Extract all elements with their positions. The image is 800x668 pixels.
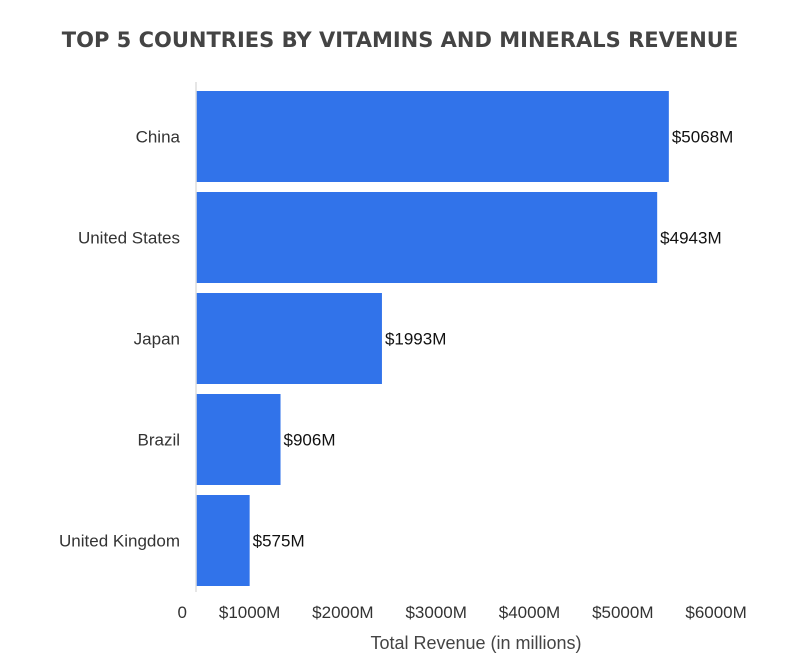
category-label: China	[136, 128, 181, 147]
bar-china	[196, 91, 669, 182]
x-tick-label: $2000M	[312, 603, 373, 622]
x-tick-label: $4000M	[499, 603, 560, 622]
bar-united-states	[196, 192, 658, 283]
bar-japan	[196, 293, 382, 384]
category-label: United Kingdom	[59, 532, 180, 551]
chart-title: TOP 5 COUNTRIES BY VITAMINS AND MINERALS…	[62, 28, 738, 52]
data-label: $1993M	[385, 330, 446, 349]
data-label: $906M	[284, 431, 336, 450]
category-label: Brazil	[137, 431, 180, 450]
x-tick-label: $5000M	[592, 603, 653, 622]
x-tick-label: $3000M	[405, 603, 466, 622]
bar-united-kingdom	[196, 495, 250, 586]
x-tick-label: $6000M	[685, 603, 746, 622]
category-label: United States	[78, 229, 180, 248]
x-tick-label: 0	[178, 603, 187, 622]
x-axis-label: Total Revenue (in millions)	[370, 633, 581, 653]
category-label: Japan	[134, 330, 180, 349]
data-label: $5068M	[672, 128, 733, 147]
x-tick-label: $1000M	[219, 603, 280, 622]
data-label: $575M	[253, 532, 305, 551]
data-label: $4943M	[660, 229, 721, 248]
bar-brazil	[196, 394, 281, 485]
